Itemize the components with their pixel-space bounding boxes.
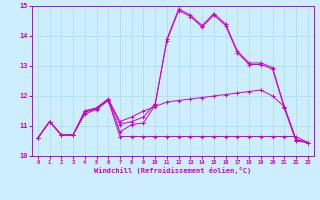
X-axis label: Windchill (Refroidissement éolien,°C): Windchill (Refroidissement éolien,°C) bbox=[94, 167, 252, 174]
